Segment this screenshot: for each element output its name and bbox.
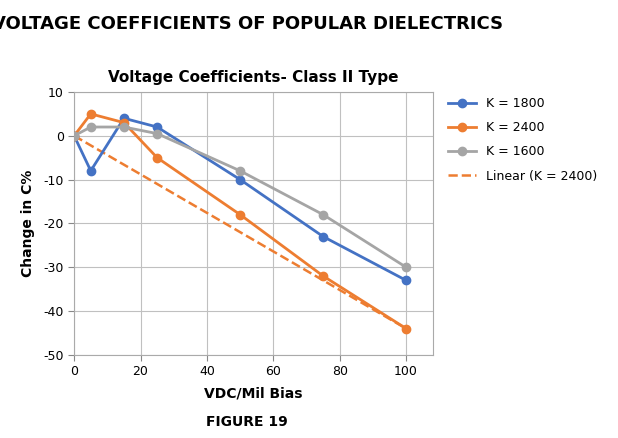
Legend: K = 1800, K = 2400, K = 1600, Linear (K = 2400): K = 1800, K = 2400, K = 1600, Linear (K … xyxy=(443,92,602,188)
Text: FIGURE 19: FIGURE 19 xyxy=(206,415,288,429)
X-axis label: VDC/Mil Bias: VDC/Mil Bias xyxy=(204,386,303,400)
Text: VOLTAGE COEFFICIENTS OF POPULAR DIELECTRICS: VOLTAGE COEFFICIENTS OF POPULAR DIELECTR… xyxy=(0,15,503,33)
Title: Voltage Coefficients- Class II Type: Voltage Coefficients- Class II Type xyxy=(108,70,399,85)
Y-axis label: Change in C%: Change in C% xyxy=(21,170,35,277)
